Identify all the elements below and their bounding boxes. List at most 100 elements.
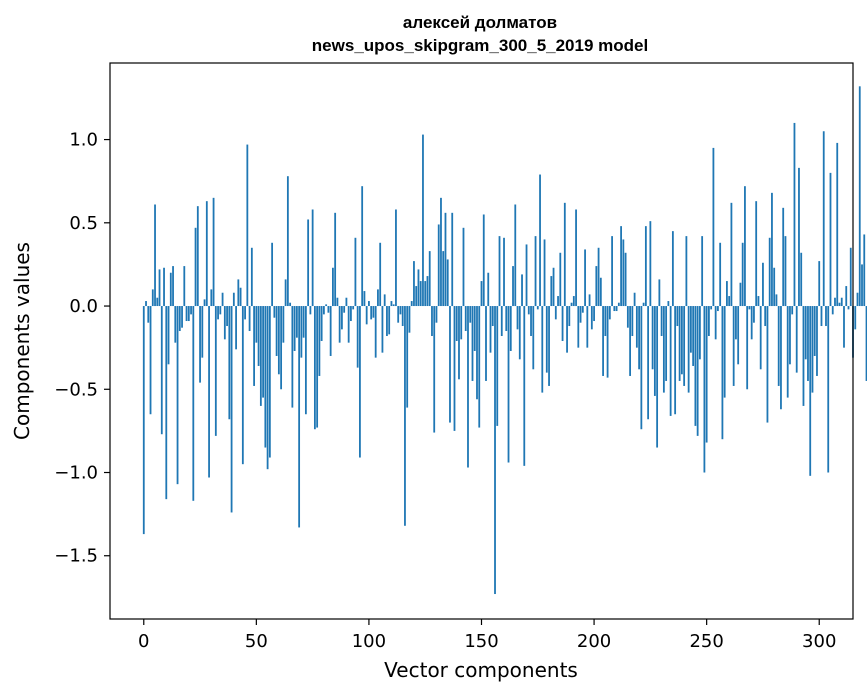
bar-232 bbox=[665, 306, 668, 381]
bar-252 bbox=[710, 306, 713, 310]
bar-176 bbox=[539, 174, 541, 307]
bar-146 bbox=[471, 306, 474, 381]
bar-203 bbox=[599, 277, 602, 307]
chart-title-line-1: алексей долматов bbox=[403, 13, 557, 32]
bar-145 bbox=[469, 306, 472, 323]
bar-242 bbox=[687, 306, 690, 393]
bar-308 bbox=[836, 142, 839, 307]
x-axis-label: Vector components bbox=[384, 658, 578, 682]
bar-65 bbox=[289, 302, 292, 307]
bar-139 bbox=[455, 306, 458, 341]
bar-89 bbox=[343, 306, 346, 313]
bar-251 bbox=[708, 306, 710, 337]
bar-300 bbox=[818, 261, 821, 307]
bar-47 bbox=[248, 306, 251, 332]
bar-106 bbox=[381, 306, 384, 353]
bar-60 bbox=[277, 306, 280, 375]
bar-121 bbox=[415, 286, 418, 307]
bar-105 bbox=[379, 242, 382, 307]
y-axis-label: Components values bbox=[10, 242, 34, 440]
bar-187 bbox=[563, 202, 566, 307]
bar-289 bbox=[793, 122, 796, 307]
bar-150 bbox=[480, 281, 483, 307]
bar-227 bbox=[653, 306, 656, 396]
bar-278 bbox=[768, 237, 771, 307]
bar-314 bbox=[849, 247, 852, 307]
bar-200 bbox=[593, 306, 595, 322]
bar-208 bbox=[611, 236, 613, 307]
bar-93 bbox=[352, 306, 355, 310]
bar-126 bbox=[426, 276, 429, 307]
bar-188 bbox=[566, 306, 568, 353]
bar-78 bbox=[318, 306, 321, 376]
bar-198 bbox=[588, 294, 591, 307]
bar-67 bbox=[293, 306, 296, 351]
bar-290 bbox=[795, 306, 798, 373]
bar-202 bbox=[597, 247, 600, 307]
bar-169 bbox=[523, 306, 526, 466]
bar-212 bbox=[620, 226, 622, 307]
bar-255 bbox=[717, 306, 719, 312]
bar-283 bbox=[780, 306, 782, 410]
bar-191 bbox=[572, 296, 575, 307]
bar-59 bbox=[275, 306, 278, 356]
bar-8 bbox=[160, 306, 163, 435]
bar-299 bbox=[816, 306, 818, 376]
bar-305 bbox=[829, 172, 832, 307]
bar-73 bbox=[307, 219, 310, 307]
bar-262 bbox=[732, 306, 735, 386]
bar-318 bbox=[858, 86, 861, 307]
bar-20 bbox=[187, 306, 190, 322]
bar-189 bbox=[568, 306, 571, 327]
bar-63 bbox=[284, 279, 287, 307]
bar-166 bbox=[516, 306, 519, 330]
bar-250 bbox=[705, 306, 708, 443]
bar-24 bbox=[196, 206, 199, 307]
bar-147 bbox=[473, 306, 476, 351]
bar-49 bbox=[253, 306, 255, 386]
bar-87 bbox=[338, 306, 341, 343]
bar-151 bbox=[482, 214, 485, 307]
bar-207 bbox=[608, 306, 611, 320]
bar-157 bbox=[496, 306, 499, 426]
bar-83 bbox=[329, 306, 332, 356]
bar-76 bbox=[313, 306, 316, 430]
bar-125 bbox=[424, 281, 427, 307]
bar-180 bbox=[548, 306, 550, 386]
bar-192 bbox=[575, 209, 577, 307]
bar-22 bbox=[192, 306, 195, 501]
bar-115 bbox=[401, 306, 404, 327]
bar-12 bbox=[169, 272, 172, 307]
bar-160 bbox=[503, 237, 505, 307]
bar-45 bbox=[244, 306, 246, 320]
bar-19 bbox=[185, 306, 188, 322]
bar-311 bbox=[843, 306, 845, 348]
bar-48 bbox=[250, 247, 253, 307]
bar-109 bbox=[388, 306, 391, 335]
bar-309 bbox=[838, 302, 841, 307]
bar-225 bbox=[649, 221, 652, 307]
bar-260 bbox=[728, 296, 731, 307]
bar-164 bbox=[512, 266, 514, 307]
bar-215 bbox=[626, 306, 629, 328]
y-tick-label: −1.5 bbox=[54, 546, 98, 567]
bar-159 bbox=[500, 306, 503, 337]
bar-98 bbox=[363, 291, 366, 307]
bar-263 bbox=[735, 306, 737, 340]
bar-113 bbox=[397, 306, 400, 323]
bar-243 bbox=[689, 306, 692, 353]
bar-56 bbox=[268, 306, 271, 458]
bar-213 bbox=[622, 239, 625, 307]
bar-220 bbox=[638, 306, 641, 370]
bar-61 bbox=[280, 306, 283, 390]
bar-72 bbox=[304, 306, 307, 415]
bar-54 bbox=[264, 306, 267, 448]
bar-91 bbox=[347, 306, 350, 343]
bar-13 bbox=[172, 266, 174, 307]
bar-302 bbox=[822, 131, 825, 307]
bar-228 bbox=[656, 306, 659, 448]
bar-264 bbox=[737, 306, 740, 365]
bar-148 bbox=[476, 306, 478, 400]
bar-269 bbox=[748, 306, 751, 310]
bar-127 bbox=[428, 251, 431, 307]
